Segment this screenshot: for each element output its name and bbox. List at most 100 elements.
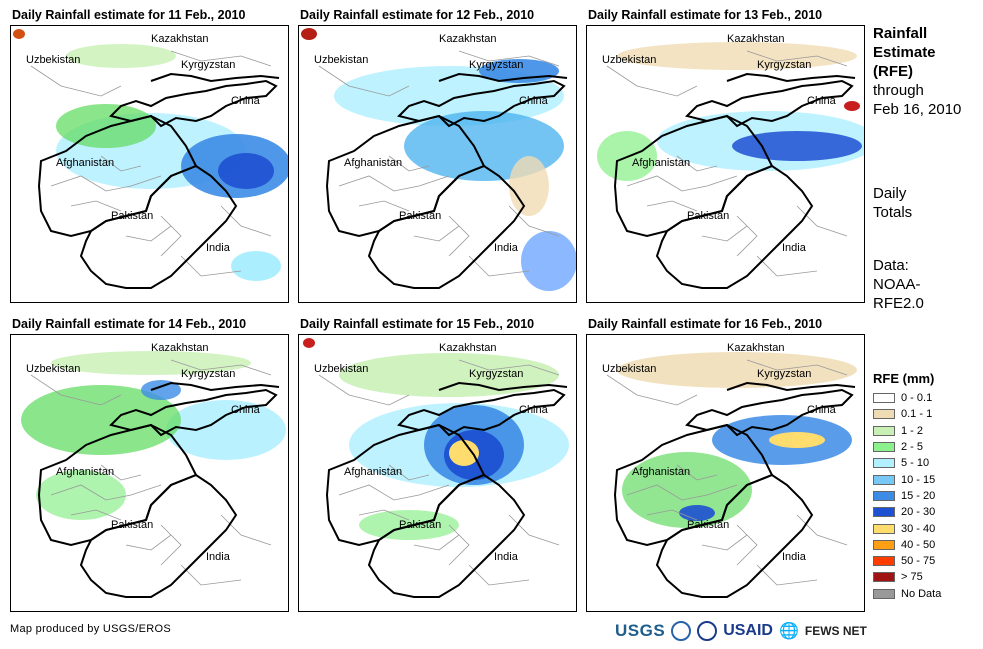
country-border (397, 388, 566, 437)
legend-swatch (873, 507, 895, 518)
map: Kazakhstan Uzbekistan Kyrgyzstan China Afgha… (298, 25, 577, 303)
admin-boundary (508, 205, 560, 237)
map-svg: Kazakhstan Uzbekistan Kyrgyzstan China Afgha… (301, 28, 576, 291)
admin-boundary (170, 359, 272, 376)
map-svg: Kazakhstan Uzbekistan Kyrgyzstan China Afgha… (21, 342, 286, 598)
legend-swatch (873, 458, 895, 469)
rainfall-area (617, 352, 857, 388)
country-label-kyrgyzstan: Kyrgyzstan (181, 59, 235, 71)
logo-bar: USGS USAID 🌐 FEWS NET (615, 617, 867, 645)
country-label-pakistan: Pakistan (111, 519, 153, 531)
country-label-china: China (519, 404, 549, 416)
legend-item: 40 - 50 (873, 537, 941, 553)
country-border (438, 72, 568, 83)
admin-boundary (170, 50, 272, 67)
legend-title: RFE (mm) (873, 371, 935, 386)
country-border (150, 381, 280, 392)
country-label-kyrgyzstan: Kyrgyzstan (757, 368, 811, 380)
admin-boundary (413, 534, 460, 551)
admin-boundary (358, 200, 410, 212)
panel-title: Daily Rainfall estimate for 15 Feb., 201… (300, 317, 535, 331)
legend-item: > 75 (873, 569, 941, 585)
rainfall-area (301, 28, 317, 40)
title-line: Rainfall (873, 25, 928, 42)
map-panel-3: Daily Rainfall estimate for 13 Feb., 201… (586, 8, 865, 304)
side-daily: Daily Totals (873, 184, 912, 222)
country-label-pakistan: Pakistan (111, 210, 153, 222)
through-date: Feb 16, 2010 (873, 101, 962, 118)
country-label-china: China (807, 95, 837, 107)
rainfall-area (732, 131, 862, 161)
map: Kazakhstan Uzbekistan Kyrgyzstan China Afgha… (586, 25, 865, 303)
admin-boundary (180, 255, 242, 277)
country-label-india: India (206, 551, 231, 563)
map-svg: Kazakhstan Uzbekistan Kyrgyzstan China Afgha… (597, 33, 864, 289)
legend-label: 50 - 75 (901, 555, 936, 568)
country-label-uzbekistan: Uzbekistan (314, 363, 368, 375)
legend-label: 10 - 15 (901, 473, 936, 486)
rainfall-area (769, 432, 825, 448)
country-border (367, 473, 526, 598)
admin-boundary (458, 50, 560, 67)
admin-boundary (736, 215, 758, 257)
country-label-afghanistan: Afghanistan (344, 466, 402, 478)
country-label-india: India (782, 551, 807, 563)
rainfall-area (679, 505, 715, 521)
country-border (726, 72, 856, 83)
country-border (438, 381, 568, 392)
admin-boundary (100, 464, 142, 481)
admin-boundary (701, 225, 748, 242)
admin-boundary (448, 215, 470, 257)
legend-label: 40 - 50 (901, 538, 936, 551)
legend-swatch (873, 425, 895, 436)
rainfall-area (66, 44, 176, 68)
country-label-kazakhstan: Kazakhstan (151, 342, 208, 354)
country-label-uzbekistan: Uzbekistan (314, 54, 368, 66)
map-panel-4: Daily Rainfall estimate for 14 Feb., 201… (10, 317, 289, 613)
admin-boundary (606, 374, 698, 406)
admin-boundary (70, 509, 122, 521)
rainfall-area (218, 153, 274, 189)
country-border (109, 388, 278, 437)
legend-item: 20 - 30 (873, 504, 941, 520)
admin-boundary (796, 514, 848, 546)
credit: Map produced by USGS/EROS (10, 623, 171, 635)
country-label-kazakhstan: Kazakhstan (727, 33, 784, 45)
globe-icon: 🌐 (778, 623, 799, 640)
admin-boundary (100, 155, 142, 172)
rainfall-area (303, 338, 315, 348)
legend-item: 10 - 15 (873, 471, 941, 487)
admin-boundary (318, 374, 410, 406)
rainfall-area (141, 380, 181, 400)
rainfall-area (339, 353, 559, 397)
country-label-uzbekistan: Uzbekistan (26, 363, 80, 375)
country-label-kyrgyzstan: Kyrgyzstan (757, 59, 811, 71)
country-label-kazakhstan: Kazakhstan (727, 342, 784, 354)
country-label-china: China (519, 95, 549, 107)
legend-swatch (873, 572, 895, 583)
data-label: Data: (873, 257, 909, 274)
admin-boundary (50, 175, 162, 192)
country-label-india: India (494, 242, 519, 254)
rainfall-area (13, 29, 25, 39)
panel-title: Daily Rainfall estimate for 11 Feb., 201… (12, 8, 246, 22)
admin-boundary (160, 215, 182, 257)
country-label-uzbekistan: Uzbekistan (602, 363, 656, 375)
side-title: Rainfall Estimate (RFE) through Feb 16, … (873, 24, 961, 119)
country-border (655, 164, 814, 289)
rainfall-area (521, 231, 576, 291)
legend-label: 15 - 20 (901, 489, 936, 502)
admin-boundary (160, 524, 182, 566)
country-border (726, 381, 856, 392)
admin-boundary (676, 155, 718, 172)
map-panel-2: Daily Rainfall estimate for 12 Feb., 201… (298, 8, 577, 304)
admin-boundary (606, 65, 698, 97)
admin-boundary (646, 509, 698, 521)
country-label-kyrgyzstan: Kyrgyzstan (469, 368, 523, 380)
admin-boundary (508, 514, 560, 546)
admin-boundary (125, 225, 172, 242)
legend-swatch (873, 539, 895, 550)
usaid-logo: USAID (723, 622, 773, 639)
admin-boundary (736, 524, 758, 566)
admin-boundary (756, 564, 818, 586)
